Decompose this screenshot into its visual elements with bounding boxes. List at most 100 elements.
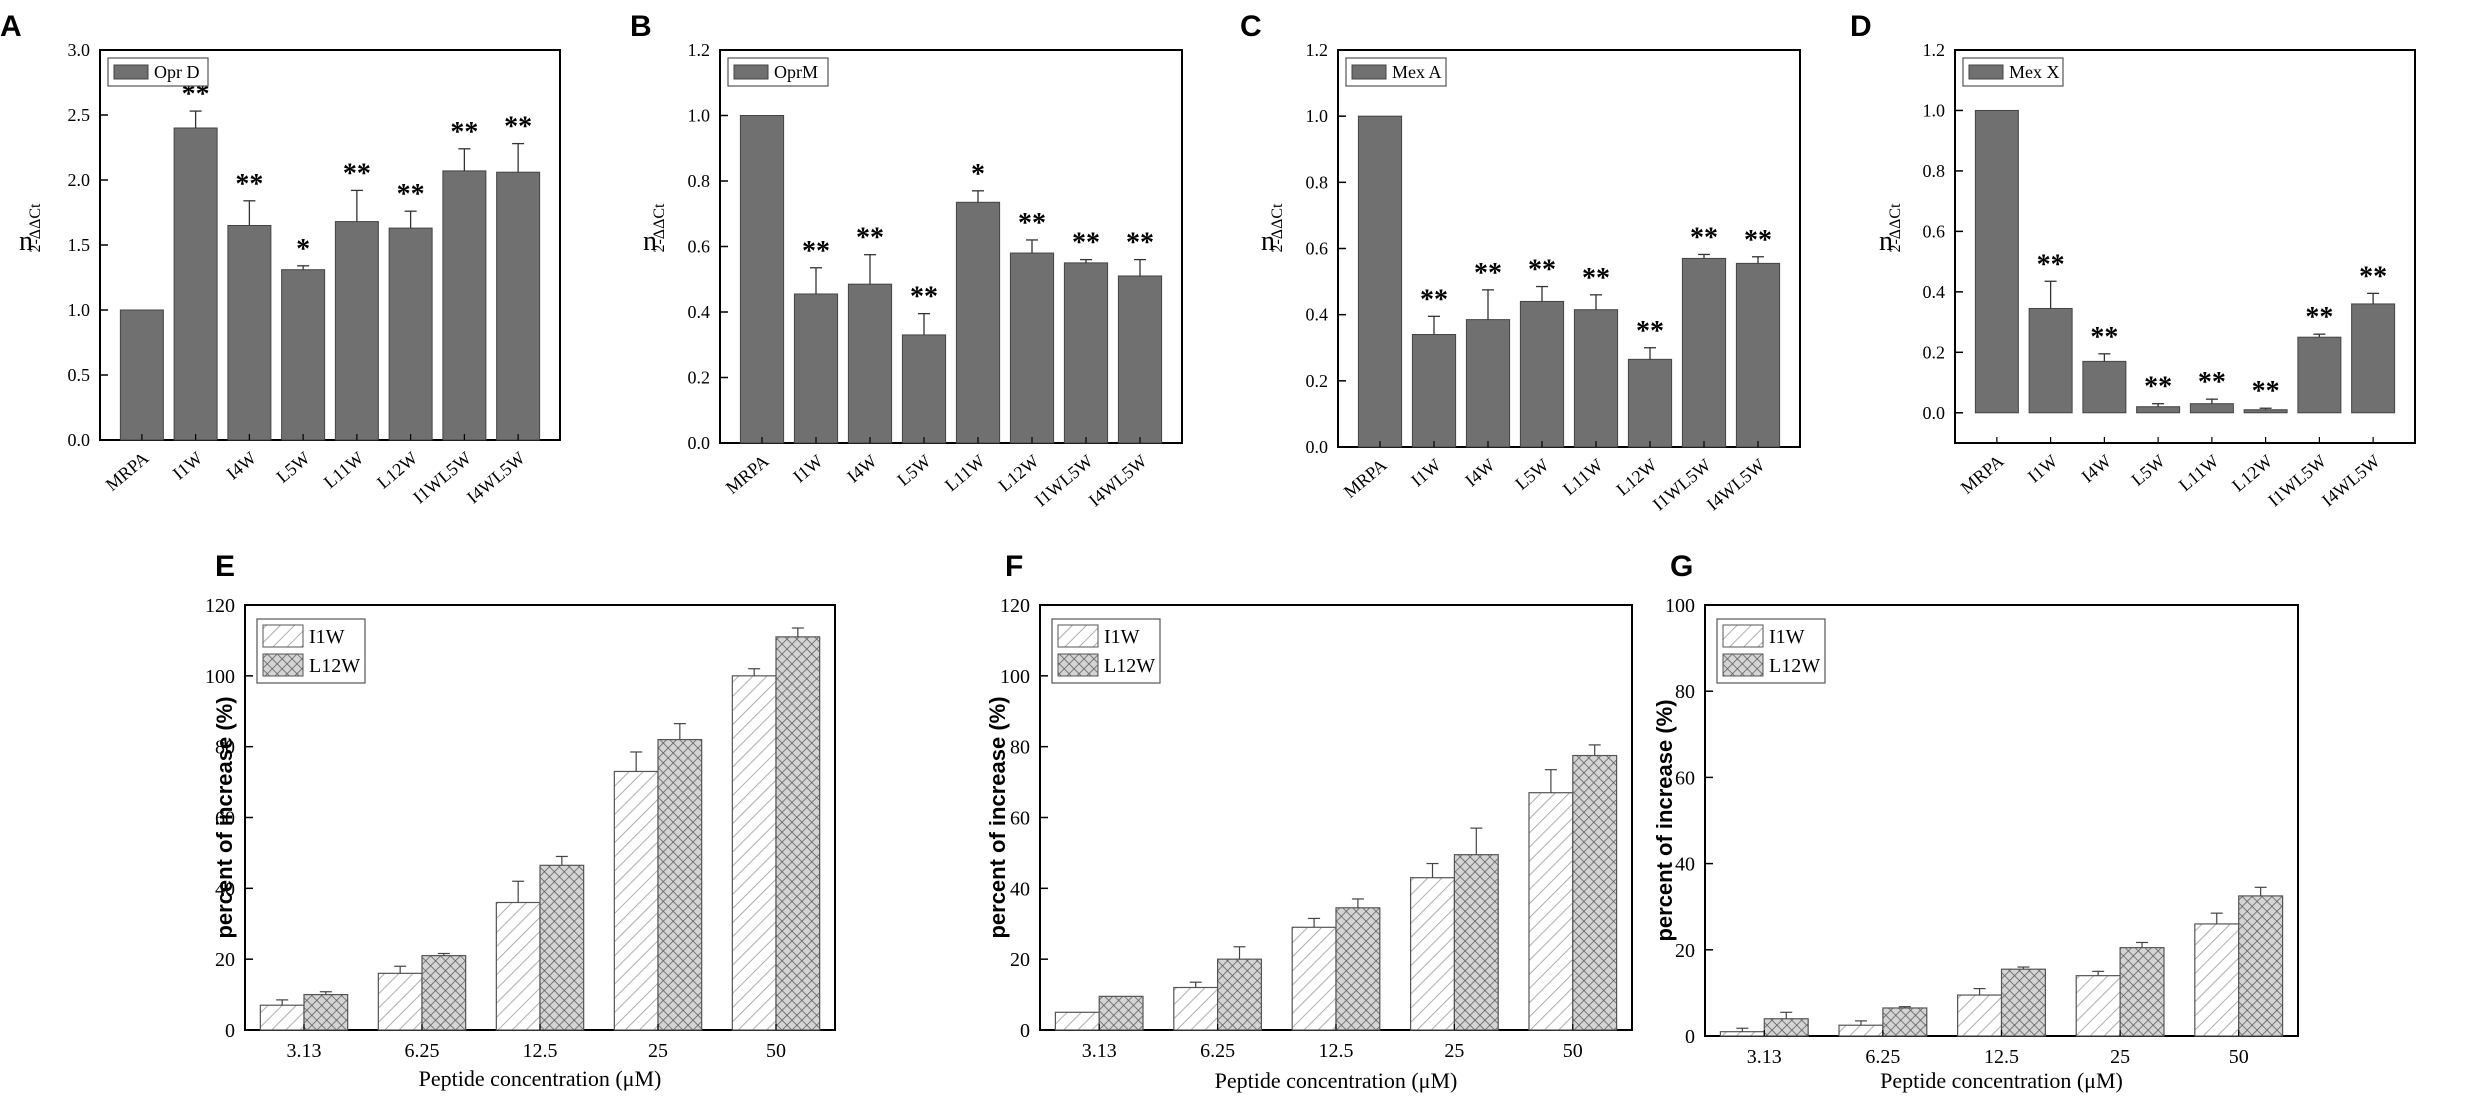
significance-mark: ** xyxy=(504,112,532,143)
bar-l12w xyxy=(1098,995,1144,1031)
x-tick-label: 6.25 xyxy=(1865,1046,1900,1068)
legend-label: L12W xyxy=(1104,655,1155,677)
x-tick-label: L12W xyxy=(1612,455,1660,500)
x-tick-label: 3.13 xyxy=(1082,1040,1117,1062)
y-tick-label: 100 xyxy=(1000,666,1030,688)
x-tick-label: I4WL5W xyxy=(1703,455,1769,515)
significance-mark: ** xyxy=(1744,225,1772,256)
y-tick-label: 0.4 xyxy=(1306,305,1329,325)
legend-swatch xyxy=(1968,64,2004,80)
bar xyxy=(1573,309,1619,448)
x-tick-label: I1W xyxy=(789,451,826,487)
bar xyxy=(2243,409,2288,414)
bar-l12w xyxy=(2119,947,2165,1037)
x-tick-label: I1WL5W xyxy=(1649,455,1715,515)
significance-mark: ** xyxy=(2305,302,2333,333)
x-tick-label: 25 xyxy=(1444,1040,1464,1062)
significance-mark: * xyxy=(971,159,985,190)
bar xyxy=(1735,262,1781,448)
y-axis-label-superscript: 2-ΔΔCt xyxy=(1887,203,1904,253)
bar xyxy=(227,225,272,441)
y-tick-label: 0.0 xyxy=(68,430,91,450)
significance-mark: ** xyxy=(1420,284,1448,315)
y-tick-label: 120 xyxy=(1000,595,1030,617)
bar-i1w xyxy=(495,901,541,1031)
y-axis-label-superscript: 2-ΔΔCt xyxy=(27,203,44,253)
y-tick-label: 0 xyxy=(1685,1026,1695,1048)
y-tick-label: 40 xyxy=(215,878,235,900)
panel-letter: E xyxy=(215,550,235,583)
x-tick-label: I1WL5W xyxy=(409,448,475,508)
bar xyxy=(2351,303,2396,414)
y-axis-label: percent of increase (%) xyxy=(1652,699,1677,941)
x-tick-label: MRPA xyxy=(1957,451,2008,498)
legend-swatch xyxy=(1722,653,1764,677)
x-tick-label: L12W xyxy=(373,448,421,493)
legend-swatch xyxy=(262,624,304,648)
panel-a: A0.00.51.01.52.02.53.0n2-ΔΔCtMRPA**I1W**… xyxy=(0,10,561,508)
legend-label: Opr D xyxy=(154,62,200,82)
x-tick-label: L5W xyxy=(273,448,314,487)
bar-l12w xyxy=(1335,907,1381,1031)
y-tick-label: 0.6 xyxy=(1306,239,1329,259)
y-tick-label: 3.0 xyxy=(68,40,91,60)
panel-letter: D xyxy=(1850,10,1872,43)
bar-l12w xyxy=(657,738,703,1031)
y-tick-label: 0.2 xyxy=(1306,371,1329,391)
y-tick-label: 40 xyxy=(1010,878,1030,900)
x-tick-label: 12.5 xyxy=(1984,1046,2019,1068)
x-tick-label: I4W xyxy=(2078,451,2115,487)
y-tick-label: 0.0 xyxy=(1306,437,1329,457)
y-tick-label: 1.0 xyxy=(1923,100,1946,120)
y-tick-label: 120 xyxy=(205,595,235,617)
bar-l12w xyxy=(421,955,467,1031)
y-tick-label: 0 xyxy=(1020,1020,1030,1042)
y-tick-label: 0.6 xyxy=(1923,221,1946,241)
significance-mark: ** xyxy=(1528,255,1556,286)
y-tick-label: 0.5 xyxy=(68,365,91,385)
x-tick-label: MRPA xyxy=(1340,455,1391,502)
bar-l12w xyxy=(303,993,349,1031)
y-axis-label: n xyxy=(1261,226,1275,257)
legend-label: Mex A xyxy=(1392,62,1442,82)
y-axis-label-superscript: 2-ΔΔCt xyxy=(651,203,668,253)
x-tick-label: 25 xyxy=(648,1040,668,1062)
significance-mark: ** xyxy=(2090,322,2118,353)
legend-swatch xyxy=(262,653,304,677)
bar xyxy=(442,170,487,441)
x-tick-label: I1W xyxy=(1407,455,1444,491)
bar-i1w xyxy=(1054,1011,1100,1031)
legend-label: L12W xyxy=(1769,655,1820,677)
bar xyxy=(2082,360,2127,414)
bar xyxy=(2028,307,2073,414)
y-axis-label: n xyxy=(1879,226,1893,257)
y-tick-label: 60 xyxy=(1010,808,1030,830)
x-axis-label: Peptide concentration (μM) xyxy=(1215,1068,1458,1093)
bar xyxy=(955,201,1001,444)
significance-mark: ** xyxy=(1018,208,1046,239)
y-tick-label: 0.0 xyxy=(688,433,711,453)
panel-e: E 0 20 40 60 80 100 120 percent of increase (%) P… xyxy=(205,550,836,1091)
x-axis-label: Peptide concentration (μM) xyxy=(1880,1068,2123,1093)
y-axis-label: n xyxy=(19,226,33,257)
plot-frame xyxy=(1337,49,1801,448)
y-tick-label: 0.0 xyxy=(1923,403,1946,423)
panel-letter: G xyxy=(1670,550,1693,583)
significance-mark: ** xyxy=(1636,316,1664,347)
y-tick-label: 1.2 xyxy=(1923,40,1946,60)
bar xyxy=(1465,319,1511,448)
bar xyxy=(496,171,541,441)
x-tick-label: 50 xyxy=(766,1040,786,1062)
legend-label: I1W xyxy=(309,626,345,648)
significance-mark: ** xyxy=(1582,263,1610,294)
y-tick-label: 1.5 xyxy=(68,235,91,255)
significance-mark: ** xyxy=(2359,261,2387,292)
bar-i1w xyxy=(613,770,659,1031)
bar-l12w xyxy=(2238,895,2284,1037)
x-tick-label: 25 xyxy=(2110,1046,2130,1068)
bar xyxy=(793,293,839,444)
x-tick-label: 12.5 xyxy=(523,1040,558,1062)
x-tick-label: I1WL5W xyxy=(1031,451,1097,511)
bar xyxy=(1974,109,2019,414)
